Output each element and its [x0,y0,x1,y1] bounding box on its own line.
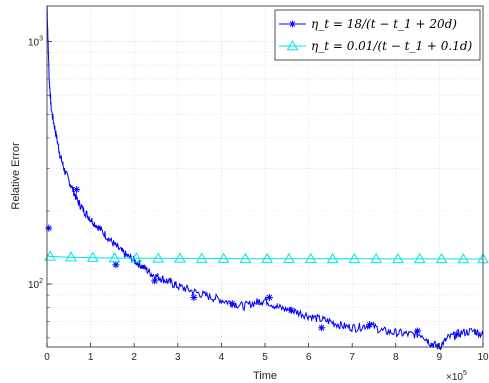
legend-asterisk [289,20,296,28]
x-tick-label-4: 4 [219,352,225,363]
legend: η_t = 18/(t − t_1 + 20d) η_t = 0.01/(t −… [274,9,481,61]
series-1-marker-9 [366,321,374,329]
series-2-marker-13 [326,252,339,264]
x-tick-label-0: 0 [44,352,50,363]
x-multiplier-exponent: 5 [463,370,467,377]
series-2-marker-14 [348,252,361,264]
x-tick-label-9: 9 [437,352,443,363]
series-1-marker-1-stroke-3 [73,186,80,193]
series-2-marker-9 [239,252,252,263]
x-tick-label-3: 3 [175,352,181,363]
legend-marker-series-1 [289,20,296,28]
series-1-marker-5 [228,300,236,308]
series-1-marker-7-stroke-3 [288,307,294,313]
x-tick-label-7: 7 [349,352,355,363]
y-tick-label-0: 102 [28,278,43,291]
series-1-marker-6 [265,293,273,301]
y-tick-label-exponent-0: 2 [39,278,43,285]
series-1-marker-10 [414,327,422,335]
series-1-marker-3 [151,277,159,285]
y-tick-label-base-0: 10 [28,280,40,291]
x-tick-label-6: 6 [306,352,312,363]
y-axis-label: Relative Error [10,142,22,210]
series-2-marker-4 [130,252,143,263]
series-2-marker-17 [413,252,426,264]
legend-triangle [286,39,299,51]
y-tick-label-1: 103 [28,35,43,48]
legend-label-series-1: η_t = 18/(t − t_1 + 20d) [311,17,457,31]
series-2-marker-7 [195,252,208,263]
series-2-marker-11 [283,252,295,264]
x-axis-ticks: 0 1 2 3 4 5 6 7 8 9 10 [44,343,489,363]
x-multiplier-base: ×10 [446,372,463,383]
series-2-marker-10 [261,252,274,263]
series-1-marker-3-stroke-3 [151,278,158,284]
legend-label-series-2: η_t = 0.01/(t − t_1 + 0.1d) [311,39,473,53]
series-1-marker-9-stroke-3 [366,321,373,328]
grid [47,6,483,347]
series-1-marker-6-stroke-3 [266,294,273,301]
y-tick-label-base-1: 10 [28,37,40,48]
series-1-marker-4-stroke-3 [191,294,197,301]
series-1-marker-7 [287,306,295,314]
x-tick-label-10: 10 [477,352,489,363]
y-tick-label-exponent-1: 3 [39,35,43,42]
x-tick-label-8: 8 [393,352,399,363]
x-multiplier: ×105 [446,370,467,383]
x-tick-label-1: 1 [88,352,94,363]
series-1-marker-5-stroke-3 [229,300,236,307]
series-2-marker-16 [392,252,404,264]
legend-box [274,9,481,61]
plot-background [47,6,483,347]
series-1-marker-2 [112,261,120,269]
series-2-marker-3 [108,252,121,263]
series-1-marker-10-stroke-3 [414,328,421,334]
legend-marker-series-2 [286,39,299,51]
series-2-marker-19 [457,252,470,264]
series-1 [45,6,484,351]
series-1-marker-11 [453,330,461,338]
series-2 [44,250,489,264]
series-layer [44,6,489,351]
series-1-marker-11-stroke-3 [454,331,460,338]
series-2-marker-8 [217,252,230,263]
series-2-marker-18 [435,252,448,264]
series-2-marker-2 [86,251,99,262]
series-2-marker-5 [152,252,165,263]
series-1-marker-2-stroke-3 [113,262,119,268]
series-1-marker-8-stroke-3 [318,324,325,331]
legend-asterisk-stroke-3 [289,21,296,27]
series-2-marker-6 [174,252,186,263]
series-1-marker-0 [45,224,53,232]
x-axis-label: Time [253,370,277,382]
series-1-marker-8 [318,324,326,332]
x-tick-label-5: 5 [262,352,268,363]
series-2-line [46,254,483,260]
series-2-marker-15 [370,252,383,264]
series-1-marker-4 [190,293,198,301]
x-tick-label-2: 2 [131,352,137,363]
series-2-marker-12 [304,252,317,264]
series-1-marker-1 [73,186,81,194]
series-2-marker-1 [65,251,77,262]
series-1-line [46,6,484,351]
series-2-marker-0 [44,250,56,261]
